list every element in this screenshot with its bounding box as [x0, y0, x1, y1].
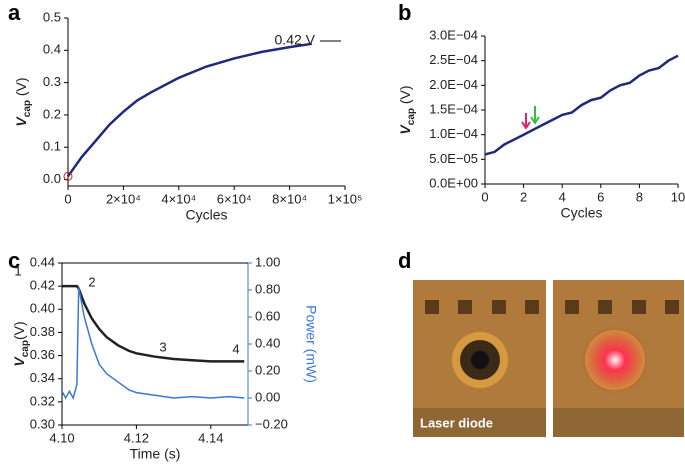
y2-tick-label: 0.80	[255, 281, 280, 296]
y-tick-label: 0.36	[30, 347, 55, 362]
y-axis-label-part: (V)	[11, 321, 27, 340]
y-tick-label: 2.0E−04	[429, 77, 478, 92]
y-axis-label: Vcap (V)	[13, 77, 33, 126]
y-axis-label: Vcap (V)	[397, 85, 417, 134]
y-tick-label: 0.3	[43, 74, 61, 89]
y-tick-label: 1.0E−04	[429, 126, 478, 141]
series-line	[484, 54, 679, 156]
y-tick-label: 2.5E−04	[429, 52, 478, 67]
panel-label: d	[398, 248, 411, 273]
x-tick-label: 1×10⁵	[328, 191, 363, 206]
y-tick-label: 0.32	[30, 393, 55, 408]
y2-tick-label: 0.00	[255, 389, 280, 404]
x-tick-label: 10	[671, 189, 685, 204]
arrow-green	[530, 106, 540, 125]
y-tick-label: 0.40	[30, 301, 55, 316]
y-tick-label: 3.0E−04	[429, 27, 478, 42]
y-tick-label: 0.2	[43, 106, 61, 121]
y2-tick-label: 0.40	[255, 335, 280, 350]
annotation: 3	[159, 339, 166, 354]
y-axis-label-part: (V)	[13, 77, 29, 100]
photo-caption: Laser diode	[420, 415, 493, 430]
y-tick-label: 0.42	[30, 278, 55, 293]
x-tick-label: 4	[559, 189, 566, 204]
x-tick-label: 8	[636, 189, 643, 204]
x-axis-label: Cycles	[560, 205, 602, 221]
photo-off	[413, 280, 546, 437]
y-axis-label-part: V	[13, 116, 29, 127]
y-axis-label: Vcap(V)	[11, 321, 31, 366]
y-tick-label: 5.0E−05	[429, 151, 478, 166]
series-line	[66, 42, 312, 178]
y2-axis-label: Power (mW)	[303, 305, 319, 383]
y-axis-label-part: V	[397, 124, 413, 135]
x-tick-label: 0	[64, 191, 71, 206]
y-tick-label: 0.34	[30, 370, 55, 385]
x-tick-label: 4×10⁴	[161, 191, 196, 206]
y-tick-label: 0.44	[30, 254, 55, 269]
y-tick-label: 0.0	[43, 171, 61, 186]
series-line	[62, 284, 245, 363]
annotation: 1	[14, 263, 21, 278]
y-tick-label: 0.38	[30, 324, 55, 339]
y2-tick-label: 0.20	[255, 362, 280, 377]
panel-label: b	[398, 0, 411, 25]
y-axis-label-part: cap	[22, 100, 33, 117]
y-axis-label-part: cap	[20, 340, 31, 357]
x-tick-label: 2	[520, 189, 527, 204]
series-line	[61, 287, 245, 400]
x-tick-label: 4.12	[124, 430, 149, 445]
x-tick-label: 4.10	[49, 430, 74, 445]
start-marker	[63, 171, 73, 181]
panel-label: c	[8, 248, 20, 273]
arrow-pink	[521, 113, 531, 130]
y-tick-label: 1.5E−04	[429, 101, 478, 116]
x-axis-label: Cycles	[185, 207, 227, 223]
y-tick-label: 0.1	[43, 139, 61, 154]
y-tick-label: 0.0E+00	[429, 175, 478, 190]
x-tick-label: 6×10⁴	[217, 191, 252, 206]
photo-on	[553, 280, 684, 437]
annotation: 2	[88, 274, 95, 289]
y-axis-label-part: cap	[406, 108, 417, 125]
y2-tick-label: 0.60	[255, 308, 280, 323]
annotation: 0.42 V	[275, 32, 316, 48]
y-tick-label: 0.30	[30, 416, 55, 431]
y-axis-label-part: V	[11, 356, 27, 367]
x-tick-label: 6	[597, 189, 604, 204]
x-tick-label: 8×10⁴	[272, 191, 307, 206]
y-tick-label: 0.5	[43, 9, 61, 24]
y-tick-label: 0.4	[43, 42, 61, 57]
panel-label: a	[8, 0, 21, 25]
y2-tick-label: 1.00	[255, 254, 280, 269]
x-axis-label: Time (s)	[130, 446, 181, 462]
y2-tick-label: −0.20	[255, 416, 288, 431]
y-axis-label-part: (V)	[397, 85, 413, 108]
x-tick-label: 0	[481, 189, 488, 204]
x-tick-label: 2×10⁴	[106, 191, 141, 206]
annotation: 4	[232, 341, 239, 356]
x-tick-label: 4.14	[198, 430, 223, 445]
